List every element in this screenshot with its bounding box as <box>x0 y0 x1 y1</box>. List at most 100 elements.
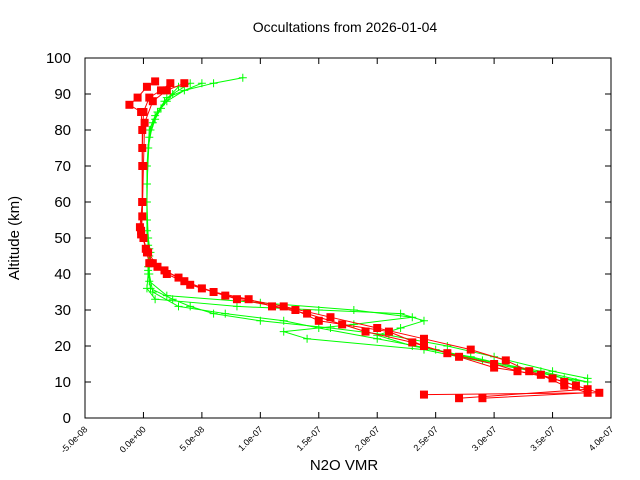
square-marker <box>595 388 604 397</box>
square-marker <box>408 338 417 347</box>
square-marker <box>138 126 147 134</box>
y-tick-label: 20 <box>54 338 71 355</box>
square-marker <box>279 302 288 311</box>
square-marker <box>153 262 162 271</box>
x-tick-label: 3.0e-07 <box>470 424 499 453</box>
square-marker <box>140 118 149 127</box>
plus-marker <box>221 309 230 318</box>
square-marker <box>373 324 382 332</box>
plus-marker <box>396 324 405 332</box>
plus-marker <box>373 334 382 343</box>
plus-marker <box>583 374 592 383</box>
plus-marker <box>349 306 358 314</box>
plot-border <box>84 57 612 419</box>
x-tick-label: 3.5e-07 <box>528 424 557 453</box>
plus-marker <box>209 79 218 88</box>
red_profiles-line <box>140 82 588 399</box>
plus-marker <box>197 79 206 88</box>
square-marker <box>478 394 487 403</box>
y-tick-label: 70 <box>54 158 71 175</box>
x-tick-label: 1.0e-07 <box>236 424 265 453</box>
square-marker <box>244 295 253 304</box>
red_profiles-line <box>140 82 588 399</box>
square-marker <box>583 388 592 397</box>
y-axis-label: Altitude (km) <box>6 196 23 280</box>
square-marker <box>156 86 165 95</box>
plus-marker <box>162 93 171 102</box>
y-tick-label: 0 <box>63 410 71 427</box>
plus-marker <box>256 316 265 325</box>
x-tick-label: 1.5e-07 <box>295 424 324 453</box>
square-marker <box>139 162 148 170</box>
square-marker <box>326 313 335 322</box>
square-marker <box>180 79 189 88</box>
square-marker <box>144 248 153 257</box>
square-marker <box>361 327 370 336</box>
square-marker <box>180 277 189 286</box>
y-tick-label: 90 <box>54 86 71 103</box>
square-marker <box>142 82 151 91</box>
plot-area <box>125 73 604 403</box>
square-marker <box>268 302 277 311</box>
square-marker <box>137 230 146 239</box>
x-tick-label: 2.5e-07 <box>411 424 440 453</box>
chart-title: Occultations from 2026-01-04 <box>253 19 438 35</box>
x-tick-label: 4.0e-07 <box>587 424 616 453</box>
plus-marker <box>238 73 247 82</box>
square-marker <box>291 306 300 314</box>
y-tick-label: 100 <box>46 50 71 67</box>
red_profiles-line <box>128 80 600 396</box>
x-tick-label: -5.0e-08 <box>59 424 90 455</box>
plus-marker <box>349 320 358 329</box>
square-marker <box>186 280 195 289</box>
square-marker <box>145 259 154 268</box>
green_profiles-line <box>146 77 588 383</box>
square-marker <box>162 86 171 95</box>
square-marker <box>466 345 475 354</box>
square-marker <box>197 284 206 293</box>
plus-marker <box>408 313 417 322</box>
plus-marker <box>146 284 155 293</box>
square-marker <box>151 77 160 86</box>
x-tick-label: 0.0e+00 <box>118 424 148 454</box>
square-marker <box>501 356 510 365</box>
x-tick-label: 5.0e-08 <box>178 424 207 453</box>
plus-marker <box>186 302 195 311</box>
green_profiles-line <box>146 82 588 383</box>
square-marker <box>162 270 171 278</box>
square-marker <box>314 316 323 325</box>
y-tick-label: 60 <box>54 194 71 211</box>
square-marker <box>560 381 569 390</box>
square-marker <box>419 334 428 343</box>
y-tick-label: 30 <box>54 302 71 319</box>
square-marker <box>419 342 428 350</box>
plus-marker <box>151 115 160 124</box>
x-tick-label: 2.0e-07 <box>353 424 382 453</box>
y-tick-label: 80 <box>54 122 71 139</box>
square-marker <box>455 352 464 361</box>
plus-marker <box>548 367 557 376</box>
plus-marker <box>209 309 218 318</box>
plus-marker <box>174 302 183 311</box>
square-marker <box>125 100 134 109</box>
plus-marker <box>144 266 153 275</box>
plus-marker <box>151 295 160 304</box>
square-marker <box>148 97 157 106</box>
plus-marker <box>396 309 405 318</box>
green_profiles-line <box>146 86 577 383</box>
square-marker <box>490 363 499 372</box>
square-marker <box>384 327 393 336</box>
plus-marker <box>142 180 151 188</box>
plus-marker <box>145 133 154 142</box>
plus-marker <box>232 302 241 311</box>
x-axis-label: N2O VMR <box>310 457 379 474</box>
y-tick-label: 10 <box>54 374 71 391</box>
square-marker <box>138 144 147 152</box>
plus-marker <box>303 334 312 343</box>
y-tick-label: 50 <box>54 230 71 247</box>
square-marker <box>166 79 175 88</box>
plus-marker <box>419 316 428 325</box>
plus-marker <box>168 295 177 304</box>
square-marker <box>303 309 312 318</box>
